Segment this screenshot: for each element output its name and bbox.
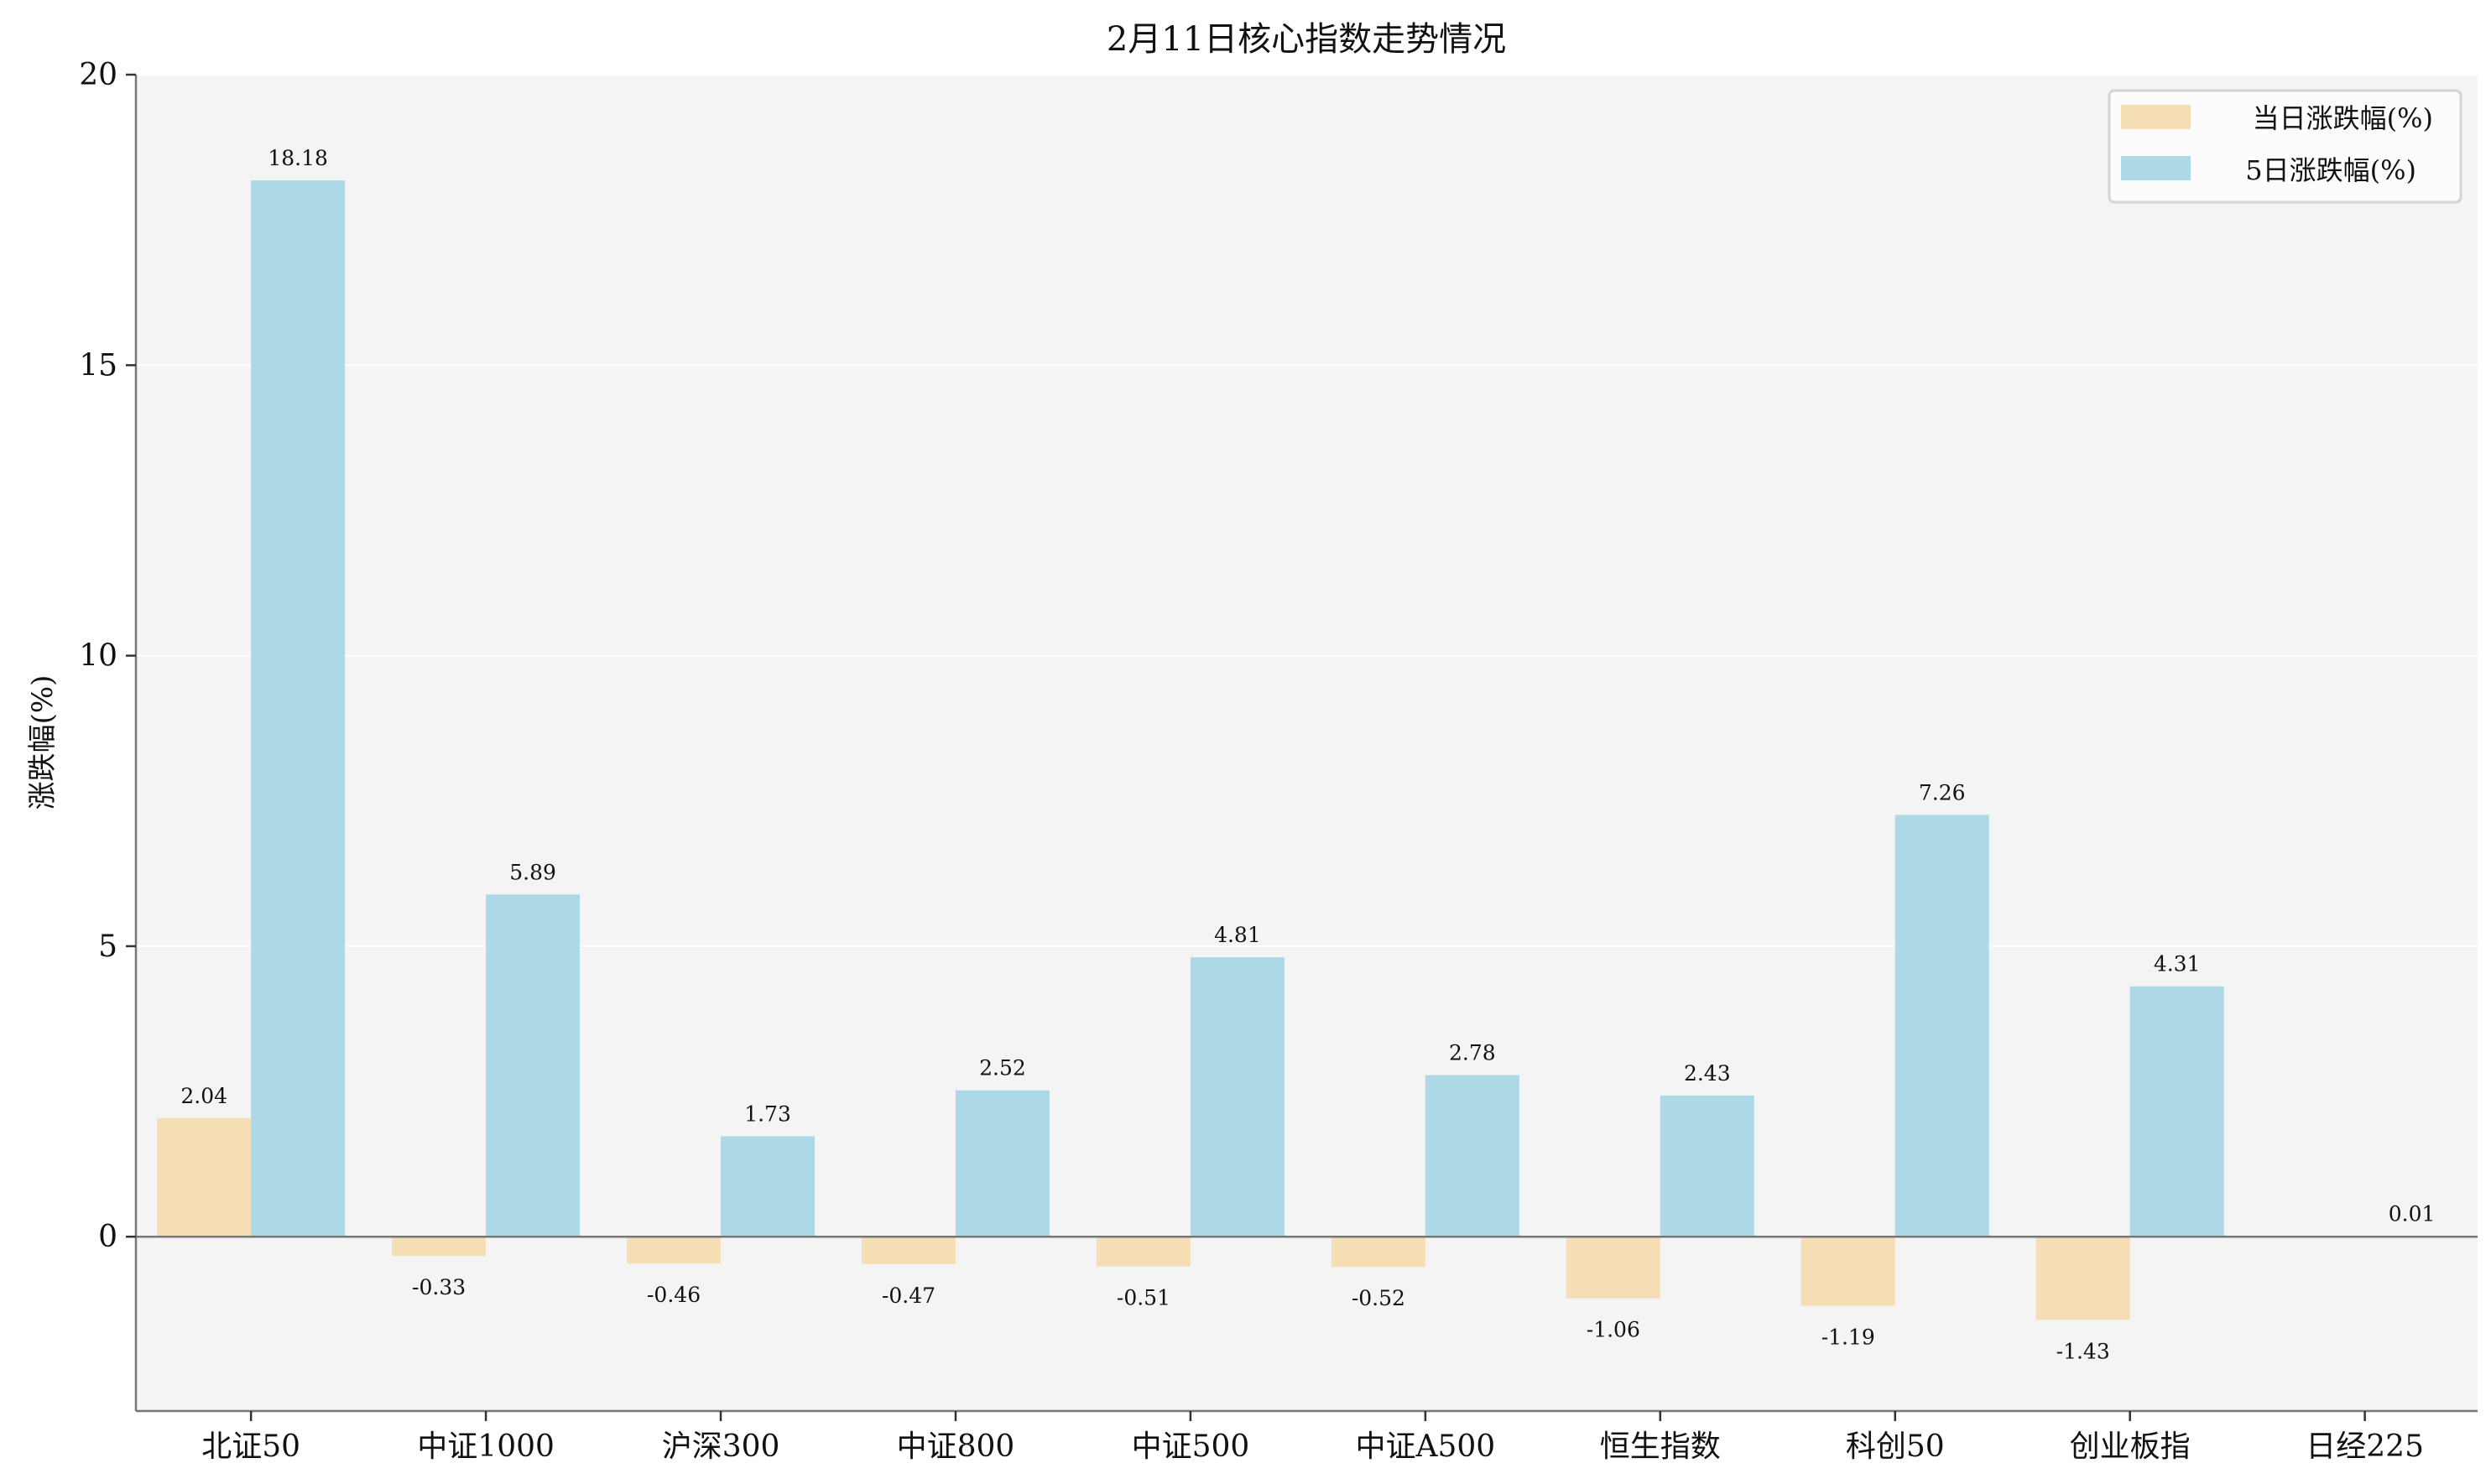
data-label: 18.18 bbox=[268, 146, 328, 170]
data-label: 2.78 bbox=[1449, 1041, 1496, 1065]
legend-label-5day: 5日涨跌幅(%) bbox=[2245, 154, 2416, 186]
bar-5day bbox=[1894, 815, 1989, 1237]
x-tick-label: 沪深300 bbox=[662, 1429, 780, 1464]
y-tick-label: 5 bbox=[98, 929, 117, 964]
x-tick-label: 日经225 bbox=[2306, 1429, 2424, 1464]
bar-5day bbox=[721, 1136, 816, 1237]
x-tick-label: 中证800 bbox=[897, 1429, 1015, 1464]
bar-daily bbox=[1331, 1237, 1425, 1268]
bar-daily bbox=[392, 1237, 487, 1257]
legend-label-daily: 当日涨跌幅(%) bbox=[2253, 102, 2433, 134]
x-tick-label: 中证1000 bbox=[417, 1429, 555, 1464]
x-tick-label: 恒生指数 bbox=[1600, 1429, 1721, 1464]
bar-daily bbox=[1566, 1237, 1660, 1299]
data-label: 2.04 bbox=[180, 1084, 227, 1108]
data-label: 2.43 bbox=[1684, 1061, 1731, 1086]
bar-5day bbox=[1660, 1095, 1754, 1237]
x-tick-label: 中证500 bbox=[1132, 1429, 1250, 1464]
y-tick-label: 0 bbox=[98, 1220, 117, 1254]
bar-5day bbox=[1425, 1075, 1519, 1237]
chart-title: 2月11日核心指数走势情况 bbox=[1107, 20, 1506, 59]
data-label: -0.52 bbox=[1352, 1286, 1405, 1310]
bar-daily bbox=[1801, 1237, 1895, 1306]
data-label: 7.26 bbox=[1919, 780, 1966, 804]
bar-5day bbox=[1190, 957, 1285, 1237]
bar-5day bbox=[251, 180, 346, 1237]
data-label: -0.47 bbox=[882, 1284, 935, 1308]
data-label: 0.01 bbox=[2389, 1202, 2436, 1226]
bar-5day bbox=[2129, 986, 2224, 1237]
bar-daily bbox=[2035, 1237, 2130, 1320]
legend-swatch-daily bbox=[2121, 105, 2191, 129]
legend-swatch-5day bbox=[2121, 156, 2191, 180]
data-label: 2.52 bbox=[979, 1056, 1026, 1080]
data-label: 4.31 bbox=[2154, 952, 2201, 976]
data-label: -0.51 bbox=[1117, 1286, 1170, 1310]
data-label: -1.43 bbox=[2056, 1339, 2110, 1363]
bar-daily bbox=[157, 1117, 252, 1237]
y-tick-label: 10 bbox=[79, 639, 117, 674]
data-label: -0.46 bbox=[647, 1283, 701, 1307]
bar-daily bbox=[627, 1237, 722, 1264]
bar-daily bbox=[1096, 1237, 1191, 1267]
x-tick-label: 北证50 bbox=[201, 1429, 300, 1464]
data-label: -1.06 bbox=[1587, 1318, 1640, 1342]
data-label: -1.19 bbox=[1821, 1325, 1875, 1350]
data-label: 1.73 bbox=[744, 1101, 791, 1126]
bar-5day bbox=[955, 1090, 1050, 1237]
data-label: -0.33 bbox=[412, 1275, 466, 1299]
y-axis-label: 涨跌幅(%) bbox=[26, 675, 60, 810]
legend-box bbox=[2108, 89, 2462, 204]
data-label: 4.81 bbox=[1214, 923, 1261, 947]
x-tick-label: 中证A500 bbox=[1356, 1429, 1496, 1464]
x-tick-label: 创业板指 bbox=[2070, 1429, 2191, 1464]
bar-5day bbox=[486, 894, 581, 1237]
data-label: 5.89 bbox=[509, 860, 556, 884]
bar-daily bbox=[862, 1237, 956, 1264]
y-tick-label: 15 bbox=[79, 348, 117, 383]
legend: 当日涨跌幅(%) 5日涨跌幅(%) bbox=[2108, 89, 2462, 204]
x-tick-label: 科创50 bbox=[1846, 1429, 1945, 1464]
y-tick-label: 20 bbox=[79, 58, 117, 92]
